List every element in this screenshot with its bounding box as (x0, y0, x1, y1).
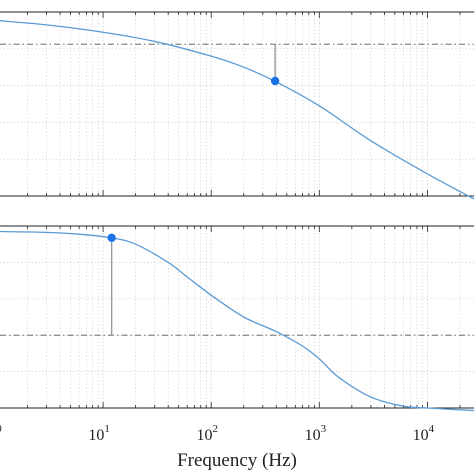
x-tick-labels: 100101102103104 (0, 423, 435, 444)
top-marker-point (270, 76, 280, 86)
x-axis-label: Frequency (Hz) (177, 450, 297, 471)
x-tick-label-exponent: 1 (104, 423, 110, 435)
x-tick-label-exponent: 4 (429, 423, 435, 435)
x-tick-label: 100 (0, 423, 2, 444)
x-tick-label-base: 10 (196, 427, 212, 444)
x-tick-label-exponent: 2 (212, 423, 218, 435)
x-tick-label-base: 10 (305, 427, 321, 444)
x-tick-label-base: 10 (413, 427, 429, 444)
x-tick-label: 103 (305, 423, 327, 444)
x-tick-label-base: 10 (88, 427, 104, 444)
phase-panel (0, 225, 474, 412)
bottom-marker-point (107, 233, 116, 243)
magnitude-panel (0, 11, 474, 200)
x-tick-label-exponent: 0 (0, 423, 2, 435)
top-response-curve (0, 20, 474, 200)
x-tick-label: 102 (196, 423, 218, 444)
x-tick-label: 104 (413, 423, 435, 444)
x-tick-label: 101 (88, 423, 110, 444)
x-tick-label-exponent: 3 (321, 423, 327, 435)
bottom-response-curve (0, 230, 474, 412)
